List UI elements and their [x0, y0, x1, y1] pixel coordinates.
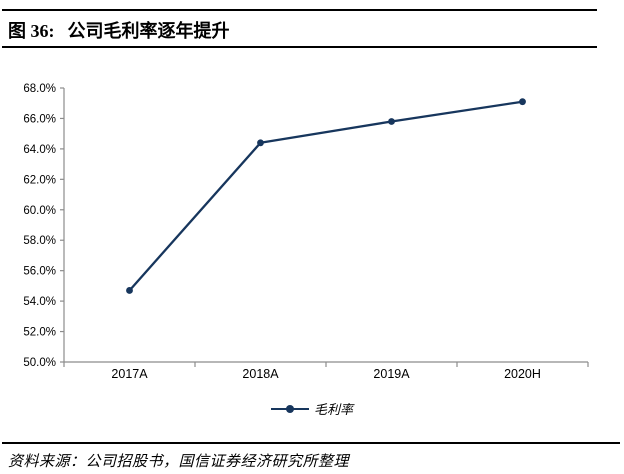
y-tick-label: 54.0%	[23, 296, 56, 308]
x-category-label: 2017A	[111, 367, 148, 381]
y-tick-label: 50.0%	[23, 357, 56, 369]
x-category-label: 2020H	[504, 367, 541, 381]
data-point-2018A	[257, 139, 264, 147]
figure-title: 图 36: 公司毛利率逐年提升	[8, 17, 230, 43]
gross-margin-line-chart: 50.0% 52.0% 54.0% 56.0% 58.0% 60.0% 62.0% 64.0%…	[23, 83, 589, 381]
y-tick-label: 64.0%	[23, 144, 56, 156]
legend-dot-icon	[285, 404, 294, 413]
y-tick-label: 58.0%	[23, 235, 56, 247]
y-tick-label: 60.0%	[23, 205, 56, 217]
y-tick-label: 52.0%	[23, 327, 56, 339]
y-tick-label: 62.0%	[23, 174, 56, 186]
x-category-label: 2018A	[242, 367, 279, 381]
y-tick-label: 56.0%	[23, 266, 56, 278]
data-point-2020H	[519, 98, 526, 106]
figure-number: 图 36:	[8, 21, 55, 41]
series-line	[128, 100, 524, 292]
legend-label: 毛利率	[313, 402, 353, 417]
y-tick-label: 66.0%	[23, 113, 56, 125]
figure-title-text: 公司毛利率逐年提升	[67, 21, 230, 41]
source-note: 资料来源：公司招股书，国信证券经济研究所整理	[8, 454, 350, 470]
top-divider	[2, 9, 597, 11]
chart-area: 50.0% 52.0% 54.0% 56.0% 58.0% 60.0% 62.0% 64.0%…	[0, 60, 624, 390]
y-tick-label: 68.0%	[23, 83, 56, 95]
x-category-label: 2019A	[373, 367, 410, 381]
data-point-2019A	[388, 118, 395, 125]
title-divider	[2, 46, 597, 48]
legend-line-marker-icon	[270, 402, 309, 416]
chart-legend: 毛利率	[0, 399, 624, 418]
data-point-2017A	[126, 287, 133, 294]
footer-divider	[2, 442, 620, 444]
